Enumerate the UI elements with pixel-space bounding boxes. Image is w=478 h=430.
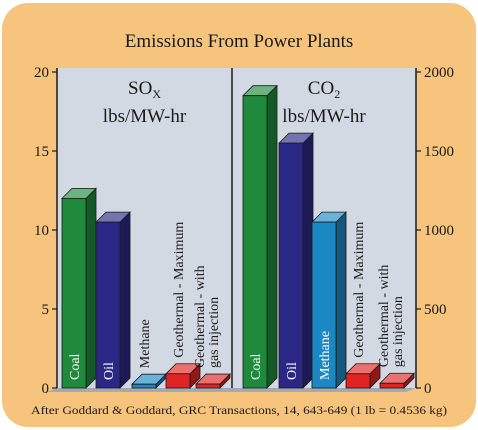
unit-label: lbs/MW-hr	[282, 106, 366, 127]
y-tick-label: 20	[34, 65, 49, 81]
bar-geothermal-with-gas-injection: Geothermal - with gas injection	[193, 265, 231, 389]
bar-front	[165, 373, 191, 389]
bar-side	[302, 132, 314, 389]
panel-co2: 0 500 1000 1500 2000 CO2 lbs/MW-hr Coal Oil Metha…	[242, 65, 454, 397]
plot-floor	[47, 388, 416, 392]
category-label: gas injection	[391, 296, 406, 367]
bar-front	[311, 221, 337, 389]
y-tick-label: 0	[424, 381, 432, 397]
bar-oil: Oil	[278, 132, 314, 389]
source-note: After Goddard & Goddard, GRC Transaction…	[31, 405, 447, 417]
pollutant-label: SOX	[128, 78, 161, 101]
chart-panels: 0 5 10 15 20 SOX lbs/MW-hr Coal Oil Methane Geothe…	[34, 65, 454, 397]
panel-sox: 0 5 10 15 20 SOX lbs/MW-hr Coal Oil Methane Geothe…	[34, 65, 231, 397]
category-label: Methane	[318, 331, 333, 380]
category-label: Methane	[138, 319, 153, 368]
pollutant-label: CO2	[308, 78, 340, 101]
y-tick-label: 500	[424, 302, 447, 318]
bar-side	[335, 211, 347, 389]
category-label: Coal	[249, 353, 264, 380]
bar-front	[278, 142, 304, 389]
category-label: Coal	[68, 353, 83, 380]
bar-front	[131, 383, 157, 389]
y-tick-label: 1500	[424, 144, 454, 160]
bar-front	[379, 382, 405, 389]
bar-methane: Methane	[131, 319, 167, 389]
bar-coal: Coal	[242, 84, 278, 389]
bar-methane: Methane	[311, 211, 347, 389]
category-label: Geothermal - with	[377, 265, 392, 368]
bar-side	[85, 187, 97, 389]
unit-label: lbs/MW-hr	[103, 106, 187, 127]
category-label: Geothermal - Maximum	[352, 222, 367, 358]
bar-side	[266, 84, 278, 389]
chart-title: Emissions From Power Plants	[125, 31, 354, 52]
bar-front	[95, 221, 121, 389]
y-tick-label: 2000	[424, 65, 454, 81]
category-label: gas injection	[207, 297, 222, 368]
bar-side	[119, 211, 131, 389]
bar-front	[345, 373, 371, 389]
bar-geothermal-maximum: Geothermal - Maximum	[165, 222, 201, 389]
y-tick-label: 15	[34, 144, 49, 160]
category-label: Oil	[285, 362, 300, 380]
category-label: Geothermal - Maximum	[172, 222, 187, 358]
bar-front	[61, 197, 87, 389]
y-tick-label: 5	[42, 302, 50, 318]
y-tick-label: 0	[42, 381, 50, 397]
bar-coal: Coal	[61, 187, 97, 389]
bar-oil: Oil	[95, 211, 131, 389]
bar-front	[195, 383, 221, 389]
category-label: Oil	[102, 362, 117, 380]
y-tick-label: 1000	[424, 223, 454, 239]
bar-geothermal-maximum: Geothermal - Maximum	[345, 222, 381, 389]
bar-geothermal-with-gas-injection: Geothermal - with gas injection	[377, 265, 415, 389]
y-tick-label: 10	[34, 223, 49, 239]
category-label: Geothermal - with	[193, 265, 208, 368]
bar-front	[242, 95, 268, 389]
